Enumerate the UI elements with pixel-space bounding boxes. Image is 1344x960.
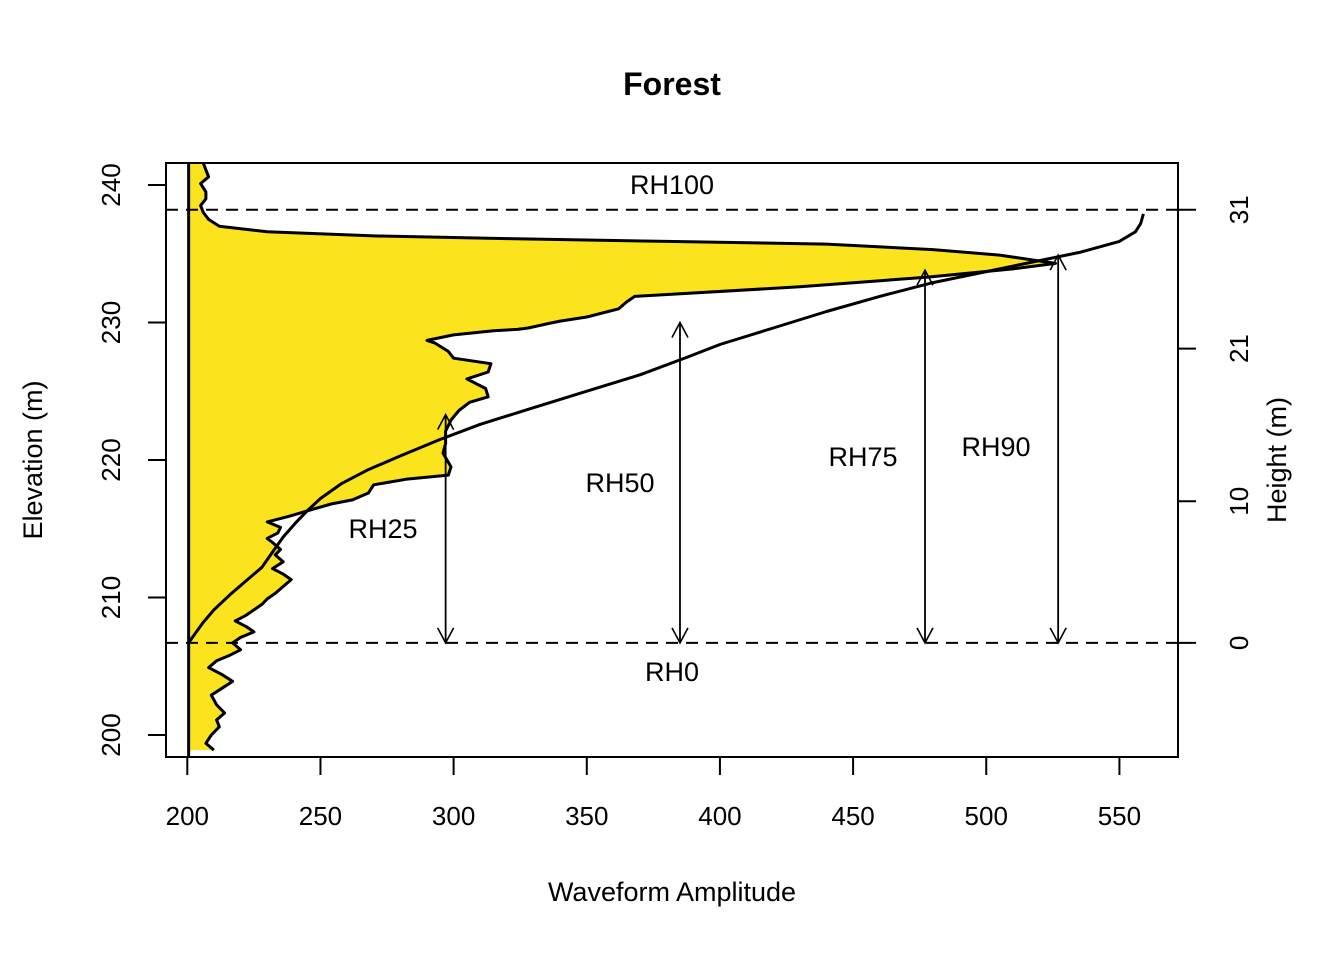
cumulative-line <box>187 213 1145 644</box>
x-tick-label-300: 300 <box>432 801 475 831</box>
x-axis: 200 250 300 350 400 450 500 550 <box>166 756 1141 831</box>
y-tick-label-240: 240 <box>96 163 126 206</box>
x-tick-label-450: 450 <box>831 801 874 831</box>
y2-tick-label-31: 31 <box>1224 195 1254 224</box>
rh0-label: RH0 <box>645 657 699 687</box>
plot-layer <box>166 163 1178 757</box>
x-tick-label-550: 550 <box>1098 801 1141 831</box>
x-tick-label-200: 200 <box>166 801 209 831</box>
y2-axis: 0 10 21 31 <box>1177 195 1254 650</box>
rh90-label: RH90 <box>961 432 1030 462</box>
y-tick-label-230: 230 <box>96 301 126 344</box>
y-tick-label-210: 210 <box>96 576 126 619</box>
y-axis-label: Elevation (m) <box>18 380 48 539</box>
rh50-label: RH50 <box>585 468 654 498</box>
y-tick-label-220: 220 <box>96 438 126 481</box>
y-tick-label-200: 200 <box>96 713 126 756</box>
y-axis: 200 210 220 230 240 <box>96 163 167 757</box>
x-tick-label-500: 500 <box>965 801 1008 831</box>
rh75-label: RH75 <box>828 442 897 472</box>
y2-axis-label: Height (m) <box>1262 397 1292 523</box>
chart-title: Forest <box>623 66 721 102</box>
rh25-label: RH25 <box>348 514 417 544</box>
waveform-fill <box>188 163 1056 751</box>
plot-inner <box>166 163 1178 757</box>
x-tick-label-400: 400 <box>698 801 741 831</box>
y2-tick-label-10: 10 <box>1224 487 1254 516</box>
y2-tick-label-21: 21 <box>1224 334 1254 363</box>
y2-tick-label-0: 0 <box>1224 636 1254 650</box>
x-axis-label: Waveform Amplitude <box>548 877 796 907</box>
rh100-label: RH100 <box>630 170 714 200</box>
x-tick-label-250: 250 <box>299 801 342 831</box>
x-tick-label-350: 350 <box>565 801 608 831</box>
